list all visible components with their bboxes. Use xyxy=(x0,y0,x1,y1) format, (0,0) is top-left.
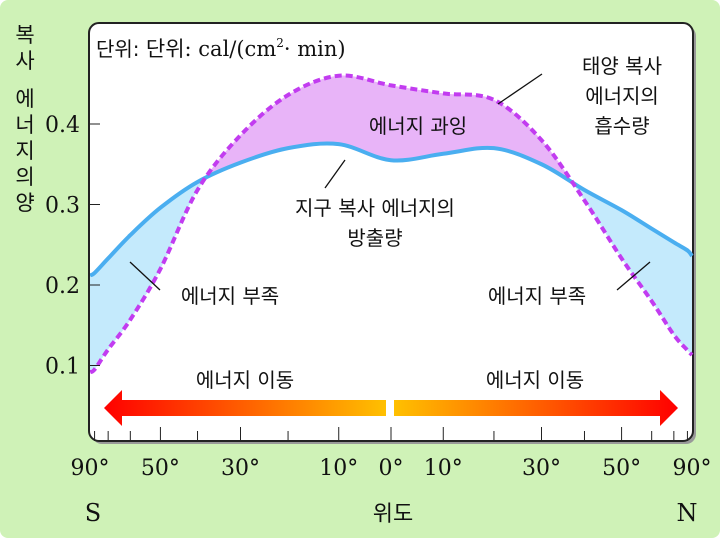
transport-label-left: 에너지 이동 xyxy=(196,368,294,392)
north-label: N xyxy=(677,499,698,527)
y-axis-title-char: 에 xyxy=(15,87,35,111)
y-axis-title-char: 복 xyxy=(15,23,35,47)
south-label: S xyxy=(85,499,101,527)
earth-label-2: 방출량 xyxy=(347,226,402,250)
solar-label-1: 태양 복사 xyxy=(582,54,662,78)
y-tick-label: 0.4 xyxy=(45,113,80,138)
x-tick-label: 10° xyxy=(319,456,358,481)
x-tick-label: 90° xyxy=(673,456,712,481)
solar-leader-line xyxy=(497,73,543,105)
x-tick-label: 10° xyxy=(424,456,463,481)
y-axis-title-char: 의 xyxy=(15,165,35,189)
x-tick-label: 50° xyxy=(141,456,180,481)
unit-label: 단위: 단위: cal/(cm2· min) xyxy=(96,36,346,61)
x-tick-label: 50° xyxy=(602,456,641,481)
earth-radiation-line xyxy=(90,141,694,278)
y-axis-title-char: 지 xyxy=(15,139,35,163)
earth-label-1: 지구 복사 에너지의 xyxy=(295,196,455,220)
energy-transport-arrow-left xyxy=(104,390,386,426)
x-axis-title: 위도 xyxy=(373,502,413,527)
solar-label-2: 에너지의 xyxy=(585,84,659,108)
solar-radiation-line xyxy=(90,73,694,374)
x-tick-label: 0° xyxy=(379,456,404,481)
y-tick-label: 0.2 xyxy=(45,274,80,299)
y-axis-title-char: 양 xyxy=(15,191,35,215)
x-tick-label: 30° xyxy=(522,456,561,481)
y-tick-label: 0.1 xyxy=(45,355,80,380)
y-axis-title-char: 너 xyxy=(15,113,35,137)
energy-transport-arrow-right xyxy=(394,390,678,426)
transport-label-right: 에너지 이동 xyxy=(486,368,584,392)
surplus-label: 에너지 과잉 xyxy=(369,114,467,138)
x-tick-label: 30° xyxy=(221,456,260,481)
x-tick-label: 90° xyxy=(71,456,110,481)
deficit-label-right: 에너지 부족 xyxy=(488,284,586,308)
y-tick-label: 0.3 xyxy=(45,194,80,219)
deficit-leader-right xyxy=(616,261,651,291)
earth-leader-line xyxy=(324,159,346,189)
solar-label-3: 흡수량 xyxy=(594,114,649,138)
deficit-label-left: 에너지 부족 xyxy=(181,284,279,308)
deficit-leader-left xyxy=(129,261,161,291)
energy-surplus-area xyxy=(90,75,692,276)
y-axis-title-char: 사 xyxy=(15,49,35,73)
